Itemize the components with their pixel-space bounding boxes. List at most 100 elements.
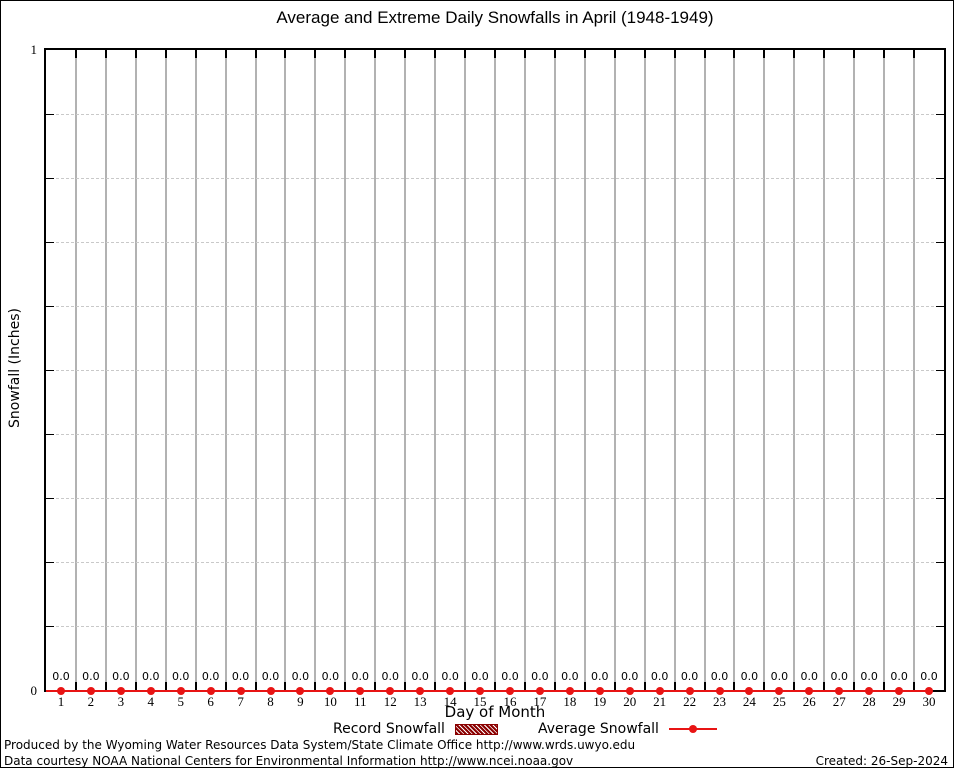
- horizontal-gridline: [46, 626, 944, 627]
- average-snowfall-point-marker: [835, 687, 844, 695]
- day-tick-label: 11: [354, 694, 367, 709]
- average-snowfall-point-marker: [925, 687, 934, 695]
- day-tick-label: 20: [623, 694, 637, 709]
- x-axis-tick-bottom: [763, 682, 766, 690]
- x-axis-tick-bottom: [553, 682, 556, 690]
- x-axis-tick-top: [583, 50, 586, 58]
- x-axis-tick-top: [224, 50, 227, 58]
- average-snowfall-point-marker: [895, 687, 904, 695]
- value-label: 0.0: [680, 670, 699, 683]
- value-label: 0.0: [830, 670, 848, 683]
- day-tick-label: 29: [892, 694, 906, 709]
- day-tick-label: 3: [117, 694, 125, 709]
- day-tick-label: 16: [503, 694, 517, 709]
- y-axis-tick-left: [46, 498, 54, 499]
- x-axis-tick-bottom: [523, 682, 526, 690]
- day-tick-label: 4: [147, 694, 155, 709]
- x-axis-tick-top: [164, 50, 167, 58]
- day-tick-label: 1: [57, 694, 65, 709]
- x-axis-tick-bottom: [194, 682, 197, 690]
- horizontal-gridline: [46, 562, 944, 563]
- value-label: 0.0: [860, 670, 878, 683]
- value-label: 0.0: [261, 670, 280, 683]
- day-tick-label: 25: [772, 694, 786, 709]
- x-axis-tick-top: [823, 50, 826, 58]
- x-axis-tick-top: [284, 50, 287, 58]
- x-axis-tick-bottom: [703, 682, 706, 690]
- value-label: 0.0: [82, 670, 100, 683]
- x-axis-tick-bottom: [374, 682, 377, 690]
- average-snowfall-point-marker: [476, 687, 485, 695]
- average-snowfall-point-marker: [326, 687, 335, 695]
- x-axis-tick-top: [344, 50, 347, 58]
- y-axis-tick-left: [46, 306, 54, 307]
- value-label: 0.0: [561, 670, 579, 683]
- x-axis-tick-top: [374, 50, 377, 58]
- y-axis-tick-left: [46, 178, 54, 179]
- value-label: 0.0: [201, 670, 220, 683]
- average-snowfall-point-marker: [416, 687, 425, 695]
- value-label: 0.0: [411, 670, 429, 683]
- average-snowfall-point-marker: [865, 687, 874, 695]
- x-axis-tick-bottom: [464, 682, 467, 690]
- y-axis-tick-right: [936, 626, 944, 627]
- x-axis-tick-top: [853, 50, 856, 58]
- value-label: 0.0: [501, 670, 519, 683]
- value-label: 0.0: [740, 670, 759, 683]
- x-axis-tick-bottom: [284, 682, 287, 690]
- x-axis-tick-bottom: [613, 682, 616, 690]
- value-label: 0.0: [441, 670, 459, 683]
- x-axis-tick-bottom: [344, 682, 347, 690]
- day-tick-label: 26: [802, 694, 816, 709]
- average-snowfall-point-marker: [236, 687, 245, 695]
- x-axis-tick-top: [673, 50, 676, 58]
- average-snowfall-point-marker: [565, 687, 574, 695]
- x-axis-tick-top: [763, 50, 766, 58]
- x-axis-tick-bottom: [224, 682, 227, 690]
- value-label: 0.0: [471, 670, 489, 683]
- value-label: 0.0: [890, 670, 908, 683]
- x-axis-tick-bottom: [883, 682, 886, 690]
- x-axis-tick-top: [793, 50, 796, 58]
- x-axis-tick-top: [314, 50, 317, 58]
- average-snowfall-point-marker: [745, 687, 754, 695]
- value-label: 0.0: [52, 670, 70, 683]
- day-tick-label: 9: [297, 694, 304, 709]
- average-snowfall-point-marker: [685, 687, 694, 695]
- y-axis-tick-left: [46, 242, 54, 243]
- x-axis-tick-top: [404, 50, 407, 58]
- average-snowfall-point-marker: [595, 687, 604, 695]
- horizontal-gridline: [46, 178, 944, 179]
- x-axis-tick-bottom: [823, 682, 826, 690]
- average-snowfall-point-marker: [86, 687, 95, 695]
- average-snowfall-point-icon: [688, 725, 697, 733]
- x-axis-tick-bottom: [673, 682, 676, 690]
- horizontal-gridline: [46, 434, 944, 435]
- day-tick-label: 2: [87, 694, 95, 709]
- x-axis-tick-top: [613, 50, 616, 58]
- average-snowfall-point-marker: [505, 687, 514, 695]
- x-axis-tick-top: [194, 50, 197, 58]
- x-axis-tick-bottom: [434, 682, 437, 690]
- day-tick-label: 23: [713, 694, 726, 709]
- x-axis-tick-bottom: [913, 682, 916, 690]
- average-snowfall-point-marker: [775, 687, 784, 695]
- horizontal-gridline: [46, 306, 944, 307]
- average-snowfall-point-marker: [266, 687, 275, 695]
- average-snowfall-point-marker: [446, 687, 455, 695]
- average-snowfall-point-marker: [176, 687, 185, 695]
- y-axis-tick-left: [46, 434, 54, 435]
- horizontal-gridline: [46, 114, 944, 115]
- legend-label-record-snowfall: Record Snowfall: [333, 721, 445, 737]
- x-axis-tick-bottom: [164, 682, 167, 690]
- chart-title: Average and Extreme Daily Snowfalls in A…: [276, 8, 714, 27]
- average-snowfall-line-icon: [668, 725, 717, 733]
- average-snowfall-point-marker: [56, 687, 65, 695]
- horizontal-gridline: [46, 242, 944, 243]
- value-label: 0.0: [710, 670, 729, 683]
- y-axis-tick-right: [936, 242, 944, 243]
- y-axis-tick-right: [936, 178, 944, 179]
- day-tick-label: 22: [683, 694, 697, 709]
- value-label: 0.0: [381, 670, 399, 683]
